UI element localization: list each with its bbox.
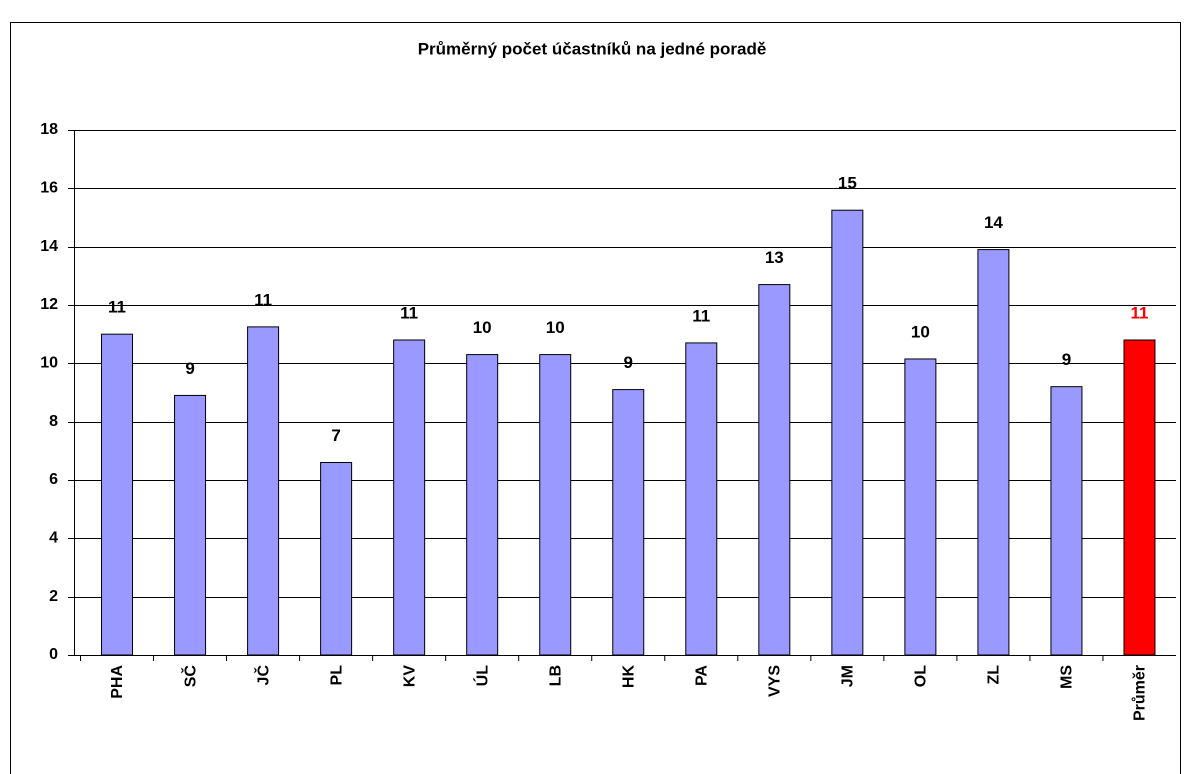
y-tick-label: 8 xyxy=(49,413,58,430)
x-tick-label: OL xyxy=(913,665,930,687)
x-tick-label: PA xyxy=(694,665,711,686)
x-tick-label: LB xyxy=(547,665,564,686)
value-label: 14 xyxy=(984,213,1003,232)
y-tick-label: 4 xyxy=(49,530,58,547)
x-tick-label: Průměr xyxy=(1132,665,1149,721)
y-tick-label: 12 xyxy=(40,296,58,313)
y-tick-label: 10 xyxy=(40,355,58,372)
bar xyxy=(904,358,937,656)
bar xyxy=(1050,386,1083,656)
value-label: 7 xyxy=(331,426,340,445)
value-label: 9 xyxy=(185,359,194,378)
x-tick-label: SČ xyxy=(180,665,199,688)
value-label: 11 xyxy=(108,298,126,317)
value-label: 10 xyxy=(546,318,565,337)
x-tick-label: JM xyxy=(840,665,857,687)
y-tick-label: 16 xyxy=(40,180,58,197)
value-label: 10 xyxy=(911,322,930,341)
value-label: 9 xyxy=(624,353,633,372)
x-tick-label: PL xyxy=(328,665,345,686)
bar xyxy=(977,249,1010,656)
value-label: 11 xyxy=(1130,303,1148,322)
y-tick-label: 2 xyxy=(49,588,58,605)
x-tick-label: PHA xyxy=(109,665,126,699)
y-tick-label: 0 xyxy=(49,646,58,663)
x-tick-label: KV xyxy=(401,665,418,688)
bar xyxy=(758,284,791,656)
value-label: 9 xyxy=(1062,350,1071,369)
x-tick-label: JČ xyxy=(253,665,272,686)
x-tick-label: ZL xyxy=(986,665,1003,685)
x-tick-label: VYS xyxy=(767,665,784,697)
bar xyxy=(247,326,280,656)
bar xyxy=(320,462,353,656)
value-label: 15 xyxy=(838,174,857,193)
bar xyxy=(831,209,864,656)
bar xyxy=(539,354,572,656)
bar xyxy=(1123,339,1156,656)
bar xyxy=(174,394,207,656)
value-label: 11 xyxy=(400,303,418,322)
bar xyxy=(101,333,134,656)
x-tick-label: HK xyxy=(620,665,637,689)
bar xyxy=(685,342,718,656)
chart-title: Průměrný počet účastníků na jedné poradě xyxy=(418,39,767,58)
x-tick-label: ÚL xyxy=(472,665,491,687)
bar xyxy=(393,339,426,656)
y-tick-label: 6 xyxy=(49,471,58,488)
value-label: 13 xyxy=(765,248,784,267)
value-label: 11 xyxy=(254,290,272,309)
bar xyxy=(612,389,645,656)
y-tick-label: 18 xyxy=(40,121,58,138)
bar xyxy=(466,354,499,656)
x-tick-label: MS xyxy=(1059,665,1076,689)
y-tick-label: 14 xyxy=(40,238,58,255)
value-label: 10 xyxy=(473,318,492,337)
value-label: 11 xyxy=(692,306,710,325)
